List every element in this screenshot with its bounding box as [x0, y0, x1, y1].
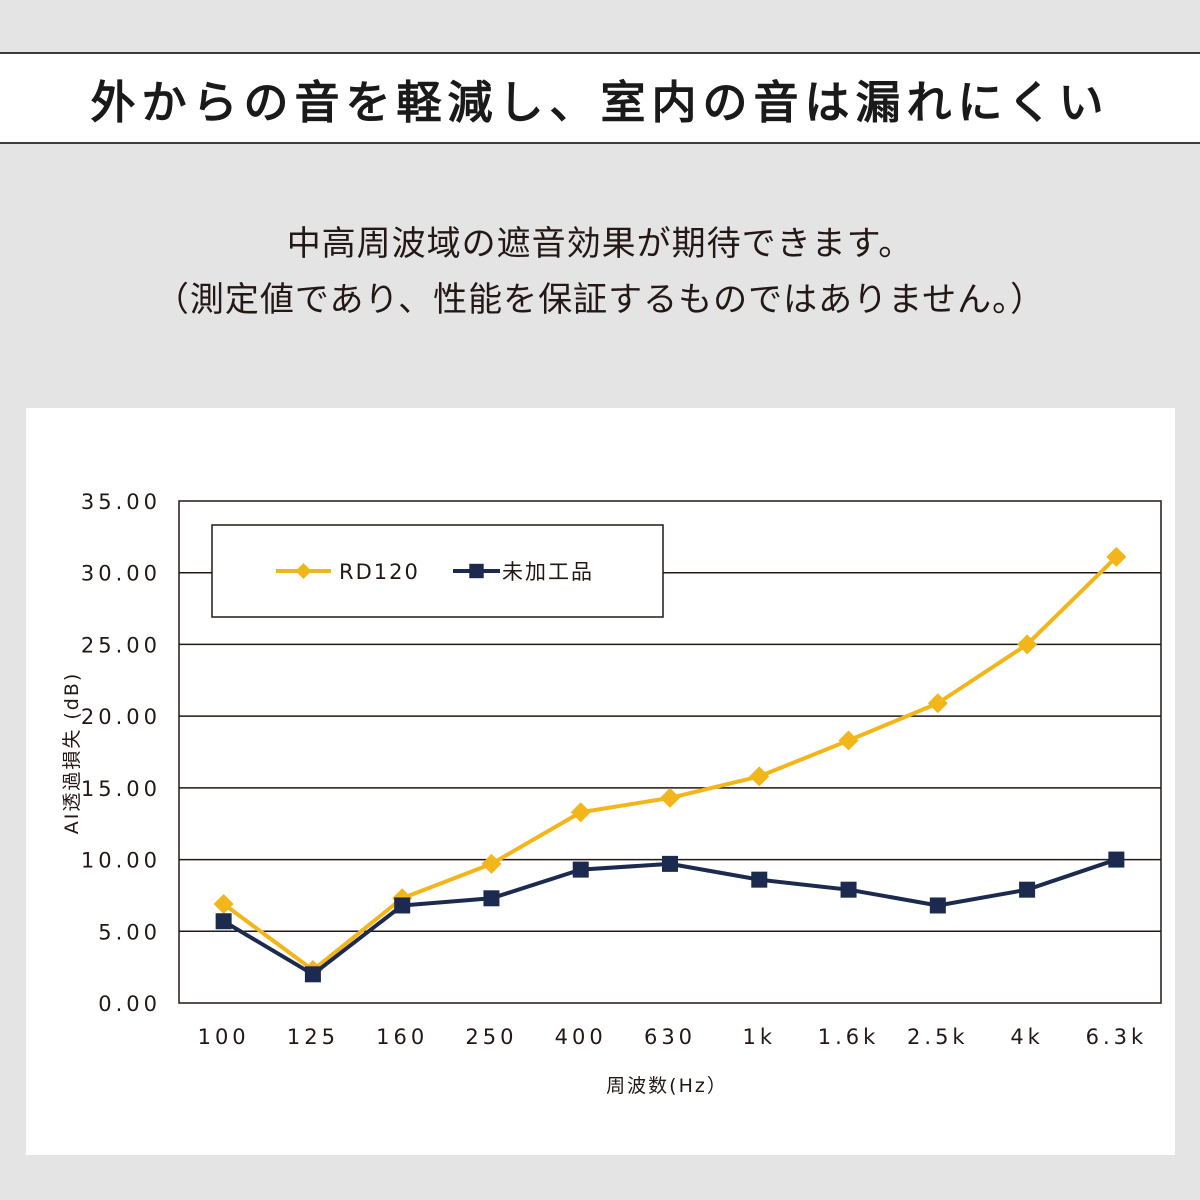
- x-tick-label: 250: [465, 1025, 517, 1049]
- series-line-1: [222, 555, 1118, 973]
- data-point: [304, 966, 321, 983]
- x-tick-label: 1.6k: [818, 1025, 880, 1049]
- y-tick-label: 0.00: [98, 992, 161, 1016]
- x-axis-title: 周波数(Hz）: [606, 1075, 728, 1097]
- data-point: [1106, 546, 1127, 567]
- y-tick-label: 20.00: [81, 705, 161, 729]
- x-tick-label: 6.3k: [1086, 1025, 1148, 1049]
- transmission-loss-chart: 0.00 5.00 10.00 15.00 20.00 25.00 30.00 35.00 1…: [61, 490, 1162, 1097]
- data-point: [215, 913, 232, 930]
- data-point: [749, 766, 770, 787]
- data-point: [483, 890, 500, 907]
- plot-frame: [178, 500, 1162, 1004]
- data-point: [1108, 851, 1125, 868]
- data-point: [394, 897, 411, 914]
- data-point: [929, 897, 946, 914]
- y-tick-label: 35.00: [81, 490, 161, 514]
- x-tick-label: 125: [287, 1025, 339, 1049]
- x-tick-label: 1k: [743, 1025, 777, 1049]
- y-tick-label: 10.00: [81, 849, 161, 873]
- x-tick-label: 100: [198, 1025, 250, 1049]
- legend-marker: [469, 563, 484, 579]
- header-banner: 外からの音を軽減し、室内の音は漏れにくい: [0, 52, 1200, 144]
- subtitle-line-2: （測定値であり、性能を保証するものではありません。）: [154, 280, 1046, 320]
- data-point: [570, 802, 591, 823]
- x-axis-ticks: 100 125 160 250 400 630 1k 1.6k 2.5k 4k 6.3k: [198, 1025, 1148, 1049]
- data-point: [838, 730, 859, 751]
- data-point: [927, 693, 948, 714]
- legend-marker: [295, 563, 312, 579]
- x-tick-label: 400: [555, 1025, 607, 1049]
- legend-box: [211, 524, 664, 618]
- x-tick-label: 630: [644, 1025, 696, 1049]
- data-point: [1017, 634, 1038, 655]
- legend: RD120 未加工品: [211, 524, 664, 618]
- data-point: [662, 855, 678, 872]
- y-tick-label: 15.00: [81, 777, 161, 801]
- x-tick-label: 4k: [1010, 1025, 1044, 1049]
- data-point: [751, 871, 768, 888]
- y-tick-label: 25.00: [81, 633, 161, 657]
- x-tick-label: 2.5k: [907, 1025, 969, 1049]
- data-point: [660, 787, 680, 808]
- page-title: 外からの音を軽減し、室内の音は漏れにくい: [90, 75, 1110, 129]
- grid-lines: [178, 500, 1162, 1004]
- data-point: [572, 861, 589, 878]
- y-tick-label: 30.00: [81, 562, 161, 586]
- x-tick-label: 160: [376, 1025, 428, 1049]
- legend-label: 未加工品: [502, 560, 594, 584]
- data-point: [213, 894, 234, 915]
- legend-label: RD120: [339, 560, 420, 584]
- data-point: [840, 881, 857, 898]
- series-lines: [213, 546, 1127, 983]
- y-axis-ticks: 0.00 5.00 10.00 15.00 20.00 25.00 30.00 35.00: [81, 490, 161, 1016]
- y-tick-label: 5.00: [98, 920, 161, 944]
- chart-panel: 0.00 5.00 10.00 15.00 20.00 25.00 30.00 35.00 1…: [26, 408, 1175, 1155]
- data-point: [481, 853, 502, 874]
- subtitle-line-1: 中高周波域の遮音効果が期待できます。: [286, 224, 914, 264]
- series-line-2: [222, 857, 1118, 977]
- y-axis-title: AI透過損失 (dB): [61, 672, 83, 835]
- data-point: [1019, 881, 1036, 898]
